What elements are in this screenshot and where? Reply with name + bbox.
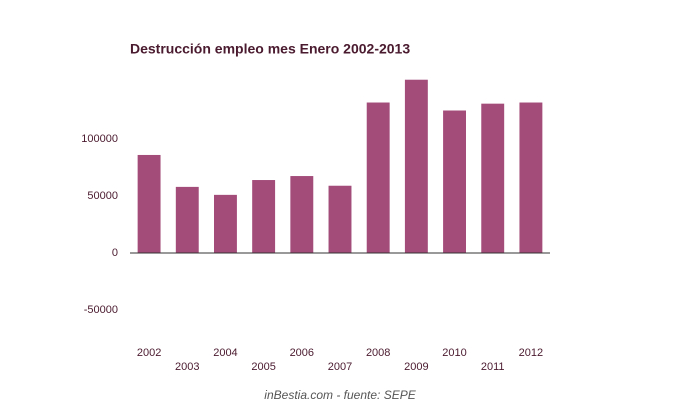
x-tick-label: 2004 xyxy=(213,347,237,359)
x-tick-label: 2006 xyxy=(290,347,314,359)
bar xyxy=(137,154,161,253)
y-tick-label: 50000 xyxy=(87,190,118,202)
x-tick-label: 2011 xyxy=(481,361,505,373)
bar xyxy=(519,102,543,254)
x-tick-label: 2010 xyxy=(442,347,466,359)
bar xyxy=(404,79,428,253)
x-tick-label: 2009 xyxy=(404,361,428,373)
bar xyxy=(366,102,390,254)
source-note: inBestia.com - fuente: SEPE xyxy=(264,388,416,402)
bar xyxy=(214,194,237,253)
bar xyxy=(443,110,466,253)
bar xyxy=(481,103,505,253)
y-tick-label: -50000 xyxy=(84,304,118,316)
x-tick-label: 2012 xyxy=(519,347,543,359)
y-tick-label: 100000 xyxy=(81,133,118,145)
x-tick-label: 2005 xyxy=(251,361,275,373)
x-tick-label: 2007 xyxy=(328,361,352,373)
bar xyxy=(175,186,199,253)
bar xyxy=(290,176,314,253)
y-tick-label: 0 xyxy=(112,247,118,259)
x-tick-label: 2002 xyxy=(137,347,161,359)
bar xyxy=(252,180,276,253)
x-tick-label: 2003 xyxy=(175,361,199,373)
bar xyxy=(328,185,352,253)
x-tick-label: 2008 xyxy=(366,347,390,359)
chart-title: Destrucción empleo mes Enero 2002-2013 xyxy=(130,41,410,57)
